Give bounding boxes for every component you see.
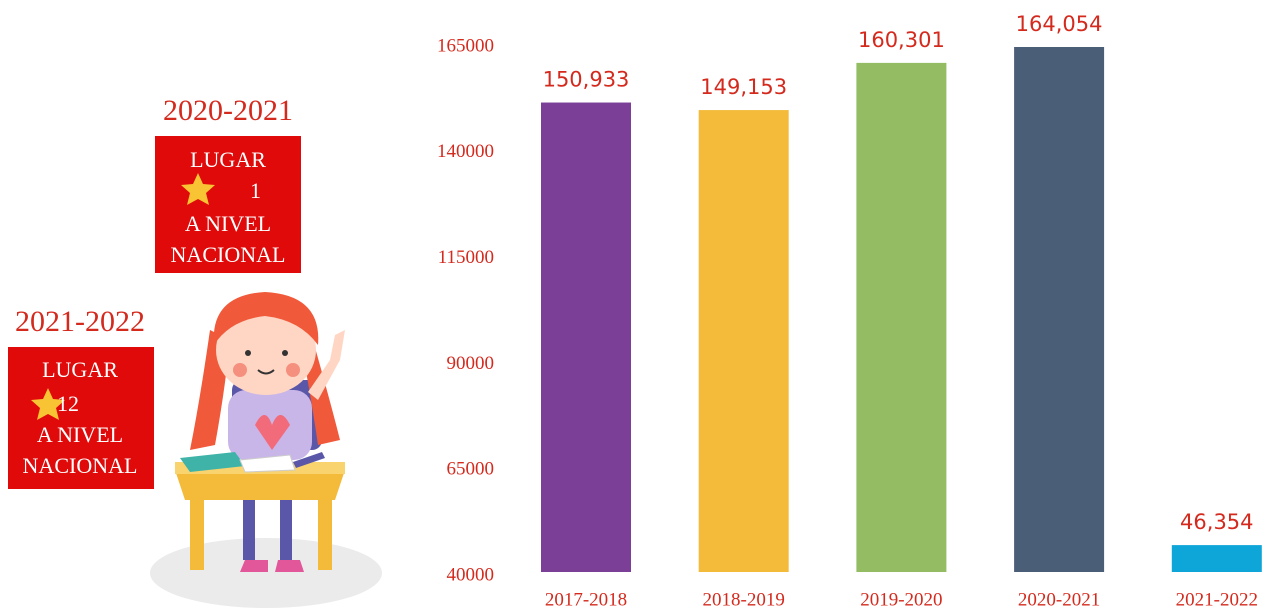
- badge-line: 12: [57, 391, 79, 416]
- y-tick-label: 90000: [447, 353, 495, 374]
- x-tick-label: 2017-2018: [545, 589, 627, 610]
- badge: 2020-2021 LUGAR 1 A NIVEL NACIONAL: [155, 94, 301, 273]
- badge-line: NACIONAL: [171, 242, 286, 267]
- badge-box: [8, 347, 154, 489]
- badge-title: 2020-2021: [163, 94, 293, 127]
- y-tick-label: 165000: [437, 35, 494, 56]
- y-tick-label: 115000: [438, 247, 494, 268]
- badge-line: NACIONAL: [23, 453, 138, 478]
- x-tick-label: 2021-2022: [1176, 589, 1258, 610]
- value-label: 150,933: [543, 68, 630, 92]
- bar: [698, 110, 789, 572]
- badge-line: 1: [250, 178, 261, 203]
- illustration: [150, 292, 382, 608]
- bar: [1014, 47, 1105, 572]
- x-tick-label: 2019-2020: [860, 589, 942, 610]
- bar: [856, 62, 947, 572]
- star-icon: [31, 388, 65, 420]
- y-tick-label: 65000: [447, 459, 495, 480]
- badge-title: 2021-2022: [15, 305, 145, 338]
- badge-box: [155, 136, 301, 273]
- badge-line: A NIVEL: [37, 422, 123, 447]
- x-tick-label: 2018-2019: [703, 589, 785, 610]
- star-icon: [181, 173, 215, 205]
- value-label: 46,354: [1180, 510, 1253, 534]
- value-label: 149,153: [700, 75, 787, 99]
- badge-line: LUGAR: [42, 357, 118, 382]
- bar: [541, 102, 631, 572]
- bar: [1171, 545, 1262, 572]
- y-tick-label: 40000: [447, 564, 495, 585]
- badge-line: A NIVEL: [185, 211, 271, 236]
- y-tick-label: 140000: [437, 141, 494, 162]
- value-label: 160,301: [858, 28, 945, 52]
- x-tick-label: 2020-2021: [1018, 589, 1100, 610]
- value-label: 164,054: [1016, 12, 1103, 36]
- badge-line: LUGAR: [190, 147, 266, 172]
- badge: 2021-2022 LUGAR 12 A NIVEL NACIONAL: [8, 305, 154, 489]
